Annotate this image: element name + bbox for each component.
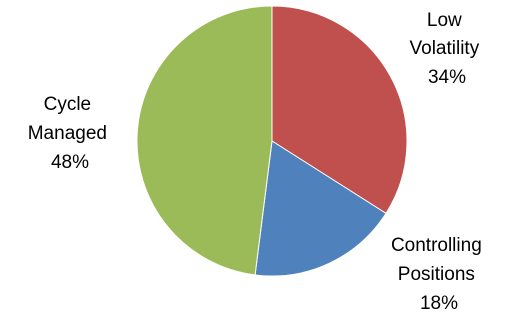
pie-slices <box>136 5 408 277</box>
slice-label-controlling-positions: Controlling Positions 18% <box>391 235 487 314</box>
slice-percent-controlling-positions: 18% <box>420 293 458 314</box>
pie-slice-controlling-positions <box>254 140 387 277</box>
slice-label-low-volatility: Low Volatility 34% <box>410 10 485 88</box>
slice-percent-cycle-managed: 48% <box>51 152 89 173</box>
slice-label-cycle-managed: Cycle Managed 48% <box>28 94 113 173</box>
pie-slice-low-volatility <box>271 5 408 215</box>
slice-percent-low-volatility: 34% <box>428 67 466 88</box>
pie-slice-cycle-managed <box>136 5 273 276</box>
